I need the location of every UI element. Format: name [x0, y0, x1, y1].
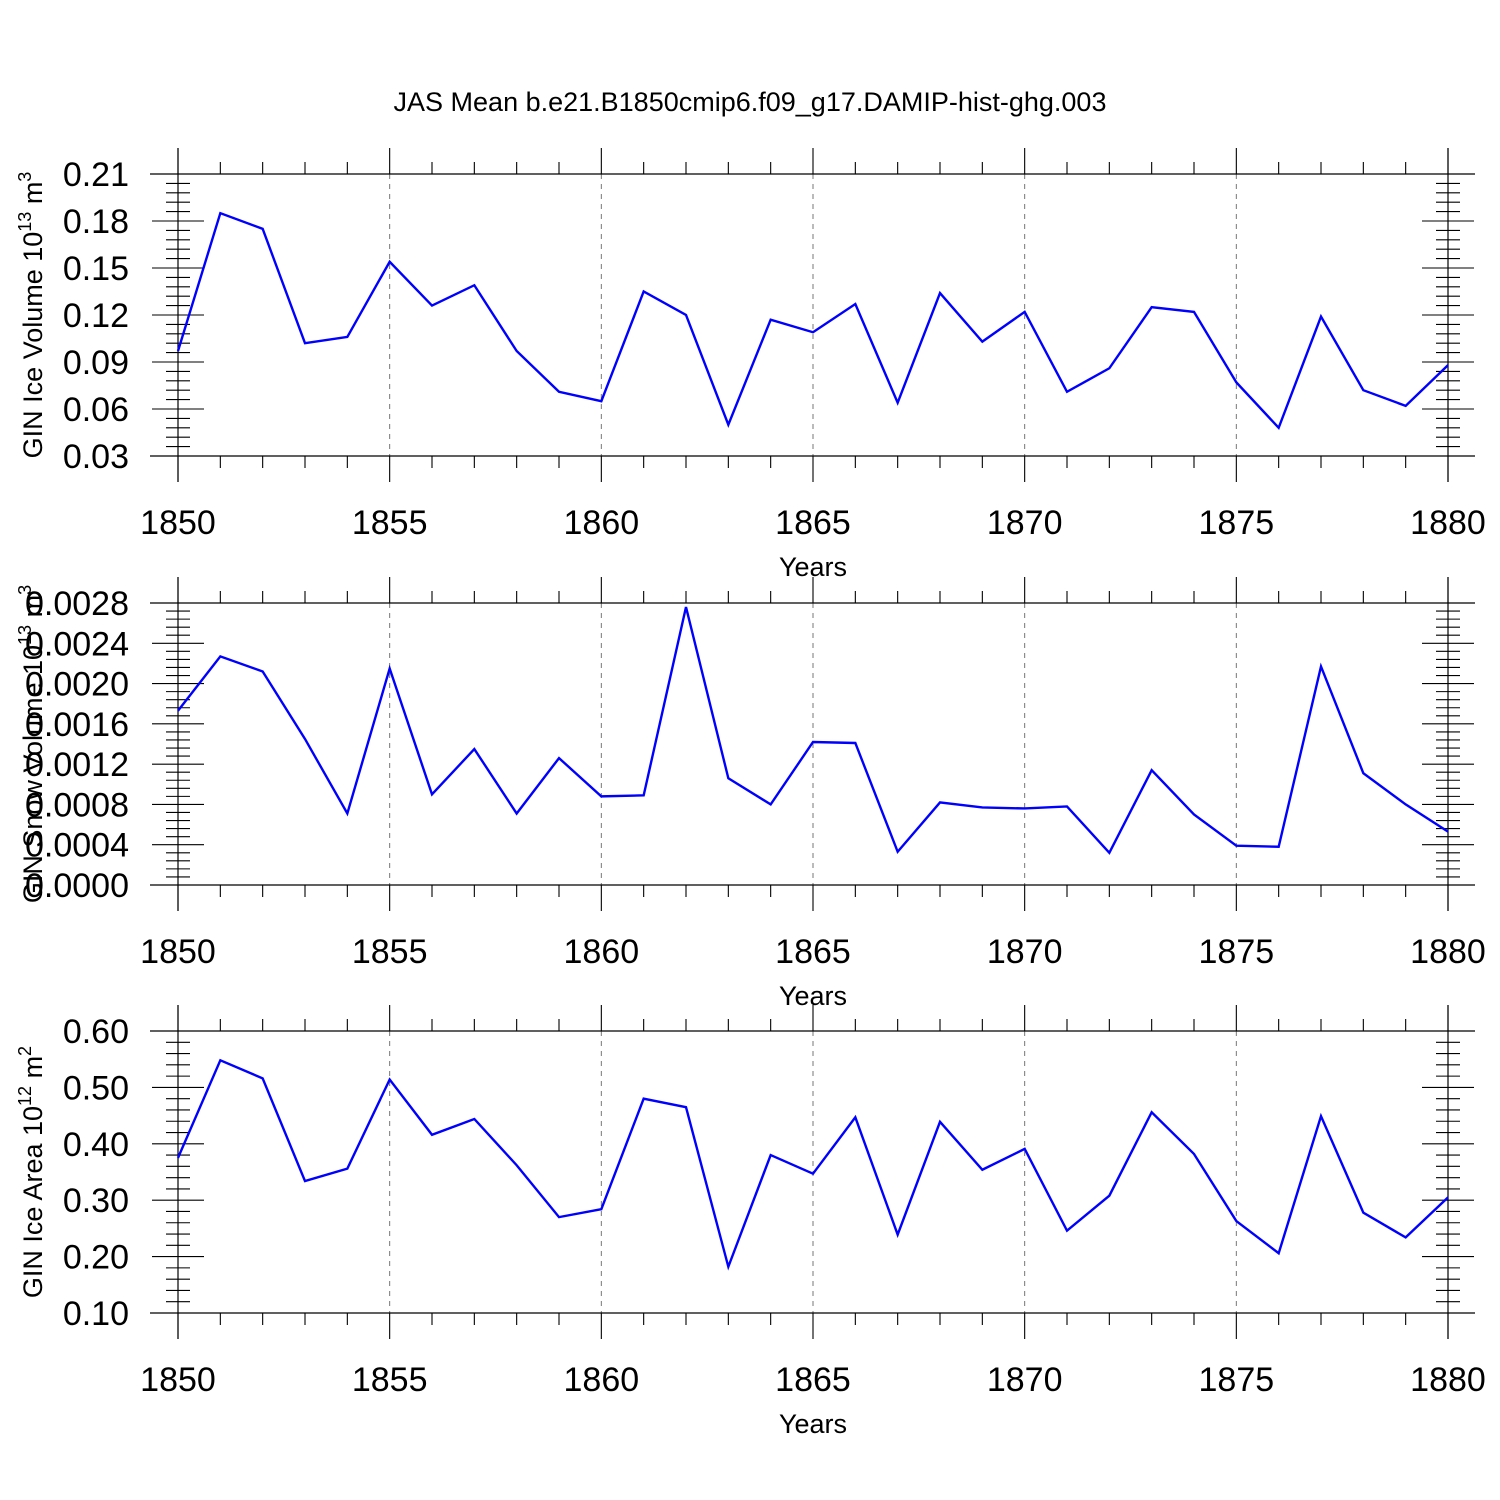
y-axis-title-exponent: 13	[15, 212, 35, 232]
x-tick-label: 1850	[140, 1361, 216, 1399]
y-axis-title-unit-exponent: 3	[15, 585, 35, 595]
x-tick-label: 1875	[1199, 933, 1275, 971]
x-tick-label: 1865	[775, 504, 851, 542]
y-axis-title-unit: m	[18, 182, 48, 212]
y-tick-label: 0.18	[63, 203, 129, 241]
y-axis-title: GIN Ice Area 1012 m2	[15, 1046, 48, 1298]
y-tick-label: 0.0000	[25, 867, 129, 905]
x-tick-label: 1855	[352, 504, 428, 542]
y-axis-title-unit-exponent: 2	[15, 1046, 35, 1056]
y-tick-label: 0.0004	[25, 827, 129, 865]
chart-panel-2: 0.00000.00040.00080.00120.00160.00200.00…	[15, 577, 1486, 1011]
x-tick-label: 1875	[1199, 1361, 1275, 1399]
y-axis-title-exponent: 12	[15, 1086, 35, 1106]
y-tick-label: 0.30	[63, 1182, 129, 1220]
x-tick-label: 1880	[1410, 1361, 1486, 1399]
y-axis-title: GIN Snow Volume 1013 m3	[15, 585, 48, 903]
y-tick-label: 0.0028	[25, 585, 129, 623]
x-tick-label: 1880	[1410, 933, 1486, 971]
y-axis-title-text: GIN Ice Volume 10	[18, 232, 48, 459]
x-tick-label: 1860	[564, 933, 640, 971]
x-tick-label: 1880	[1410, 504, 1486, 542]
series-line	[176, 211, 1449, 431]
y-axis-title-text: GIN Snow Volume 10	[18, 645, 48, 903]
series-line	[176, 1058, 1449, 1271]
x-tick-label: 1855	[352, 1361, 428, 1399]
y-tick-label: 0.40	[63, 1126, 129, 1164]
x-tick-label: 1865	[775, 1361, 851, 1399]
x-tick-label: 1870	[987, 1361, 1063, 1399]
y-axis-title-text: GIN Ice Area 10	[18, 1106, 48, 1298]
x-tick-label: 1865	[775, 933, 851, 971]
x-tick-label: 1860	[564, 1361, 640, 1399]
y-tick-label: 0.10	[63, 1295, 129, 1333]
y-axis-title: GIN Ice Volume 1013 m3	[15, 172, 48, 459]
figure-title: JAS Mean b.e21.B1850cmip6.f09_g17.DAMIP-…	[394, 87, 1107, 117]
series-line	[177, 606, 1449, 855]
x-tick-label: 1870	[987, 933, 1063, 971]
y-tick-label: 0.0016	[25, 706, 129, 744]
x-axis-title: Years	[779, 1409, 847, 1439]
x-tick-label: 1870	[987, 504, 1063, 542]
x-tick-label: 1850	[140, 933, 216, 971]
chart-panel-3: 0.10 0.20 0.30 0.40 0.50 0.60 1850 1855 1860 1865…	[15, 1005, 1486, 1439]
y-tick-label: 0.09	[63, 344, 129, 382]
x-tick-label: 1860	[564, 504, 640, 542]
y-tick-label: 0.0024	[25, 625, 129, 663]
y-tick-label: 0.60	[63, 1013, 129, 1051]
y-tick-label: 0.06	[63, 391, 129, 429]
y-tick-label: 0.0012	[25, 746, 129, 784]
y-tick-label: 0.0020	[25, 666, 129, 704]
y-tick-label: 0.50	[63, 1069, 129, 1107]
y-axis-title-unit-exponent: 3	[15, 172, 35, 182]
y-tick-label: 0.20	[63, 1239, 129, 1277]
y-tick-label: 0.0008	[25, 786, 129, 824]
y-tick-label: 0.15	[63, 250, 129, 288]
chart-panel-1: 0.03 0.06 0.09 0.12 0.15 0.18 0.21 1850 1855 1860…	[15, 148, 1486, 582]
y-axis-title-unit: m	[18, 1056, 48, 1086]
x-tick-label: 1850	[140, 504, 216, 542]
x-tick-label: 1855	[352, 933, 428, 971]
y-axis-title-exponent: 13	[15, 625, 35, 645]
y-tick-label: 0.21	[63, 156, 129, 194]
y-tick-label: 0.03	[63, 438, 129, 476]
x-tick-label: 1875	[1199, 504, 1275, 542]
y-axis-title-unit: m	[18, 595, 48, 625]
y-tick-label: 0.12	[63, 297, 129, 335]
